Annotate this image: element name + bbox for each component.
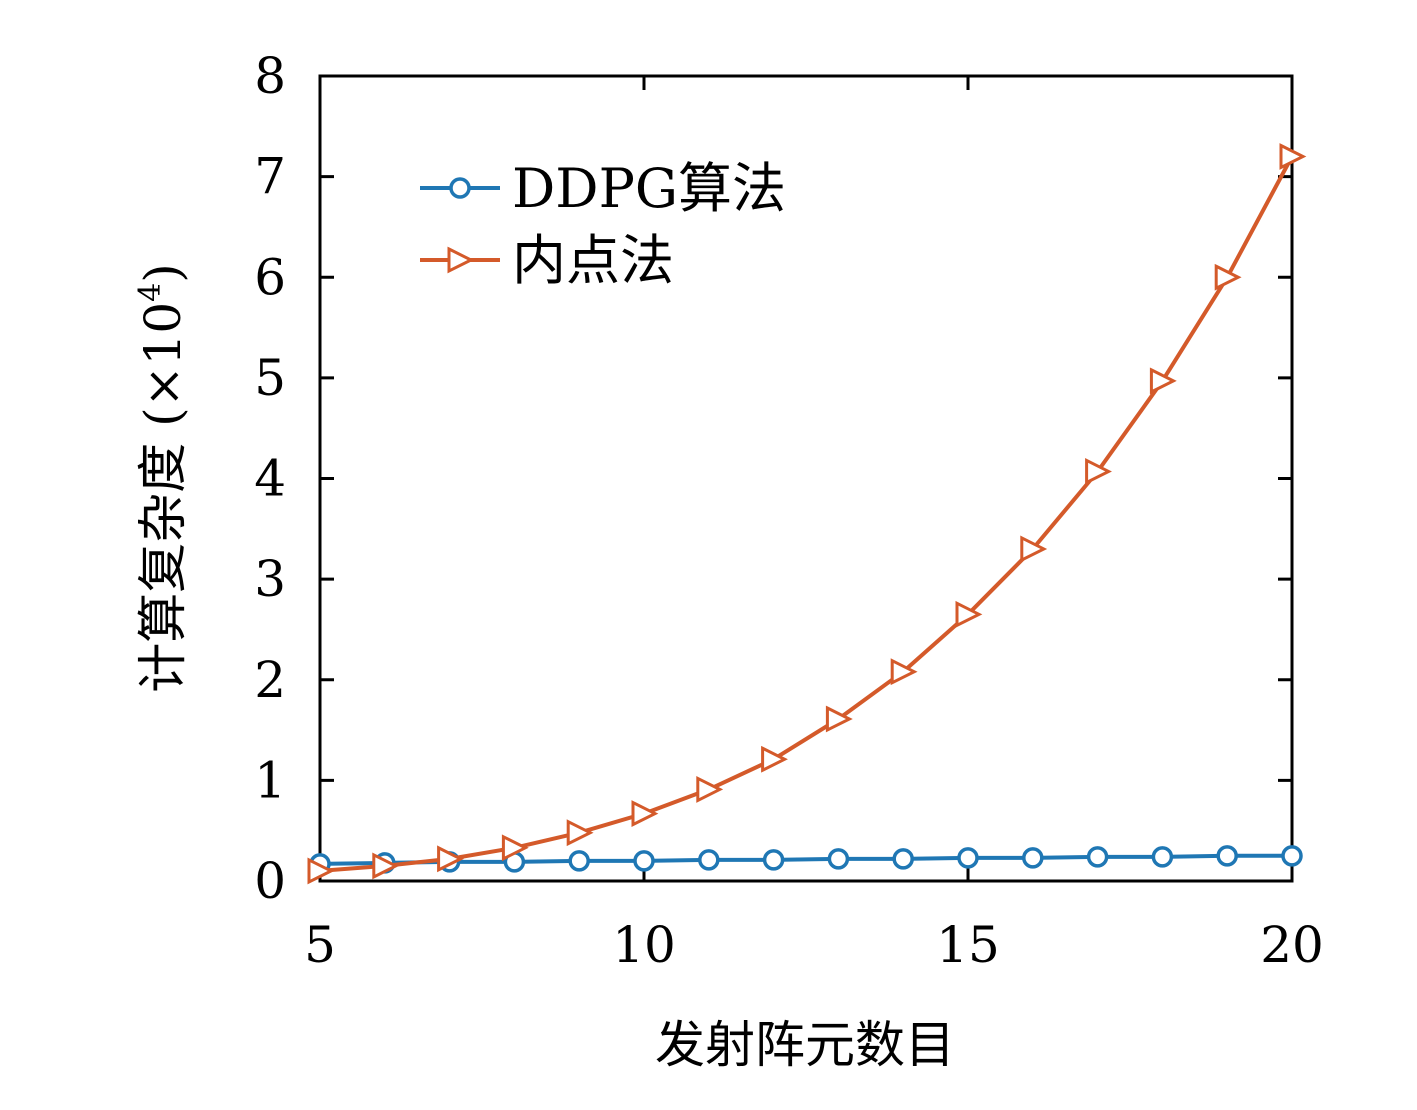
series-0-point-14 — [1216, 845, 1238, 867]
axis-ticks — [318, 74, 1294, 883]
series-0-point-11 — [1022, 847, 1044, 869]
series-0 — [309, 845, 1303, 875]
x-tick-label-0: 5 — [304, 916, 336, 974]
legend-marker-0 — [449, 177, 471, 199]
y-tick-label-4: 4 — [254, 450, 286, 508]
legend-item-0: DDPG算法 — [420, 157, 786, 220]
y-tick-label-0: 0 — [254, 852, 286, 910]
series-0-point-8 — [827, 848, 850, 870]
series-0-point-12 — [1086, 846, 1109, 868]
y-tick-label-8: 8 — [254, 47, 286, 105]
series-1-point-6 — [696, 776, 724, 803]
series-0-point-15 — [1281, 845, 1303, 867]
legend-label-1: 内点法 — [512, 229, 674, 292]
series-1-point-14 — [1214, 263, 1242, 291]
y-axis-label-main: 计算复杂度 (×10 — [134, 302, 192, 693]
y-tick-label-7: 7 — [254, 148, 286, 206]
y-tick-label-2: 2 — [254, 651, 286, 709]
series-line-1 — [319, 155, 1294, 873]
series-1-point-4 — [566, 819, 594, 847]
series-line-0 — [319, 853, 1292, 866]
series-0-point-7 — [762, 849, 785, 871]
x-tick-label-2: 15 — [936, 916, 1000, 974]
series-1-point-7 — [761, 745, 788, 773]
series-1-point-15 — [1279, 143, 1307, 170]
x-axis-label: 发射阵元数目 — [655, 1016, 955, 1074]
y-axis-label: 计算复杂度 (×104) — [133, 263, 192, 693]
y-tick-label-1: 1 — [254, 751, 286, 809]
legend-marker-1 — [447, 246, 475, 274]
series-0-point-9 — [892, 848, 914, 870]
series-1-point-10 — [955, 600, 983, 628]
y-tick-label-6: 6 — [254, 248, 286, 306]
series-layer — [307, 143, 1307, 885]
series-0-point-10 — [957, 847, 979, 869]
series-1-point-11 — [1020, 535, 1048, 563]
y-axis-label-close: ) — [134, 263, 192, 283]
series-1-point-8 — [825, 705, 853, 733]
y-tick-label-5: 5 — [254, 349, 286, 407]
series-0-point-4 — [568, 850, 590, 872]
series-1-point-3 — [501, 834, 529, 862]
series-1-point-5 — [631, 800, 659, 828]
tick-labels: 5 10 15 20 0 1 2 3 4 5 6 7 8 — [254, 47, 1324, 974]
series-1-point-12 — [1085, 458, 1112, 485]
series-0-point-5 — [633, 850, 655, 872]
series-0-point-13 — [1151, 846, 1174, 868]
series-1-point-9 — [890, 658, 918, 686]
series-1-point-2 — [437, 845, 464, 873]
series-1 — [307, 143, 1307, 885]
y-tick-label-3: 3 — [254, 550, 286, 608]
y-axis-label-exponent: 4 — [133, 283, 168, 302]
series-0-point-6 — [698, 849, 720, 871]
series-1-point-13 — [1149, 367, 1177, 395]
x-tick-label-1: 10 — [612, 916, 676, 974]
x-tick-label-3: 20 — [1260, 916, 1324, 974]
legend-label-0: DDPG算法 — [512, 157, 786, 220]
series-1-point-1 — [372, 852, 400, 880]
series-1-point-0 — [307, 857, 335, 885]
legend-item-1: 内点法 — [420, 229, 674, 292]
